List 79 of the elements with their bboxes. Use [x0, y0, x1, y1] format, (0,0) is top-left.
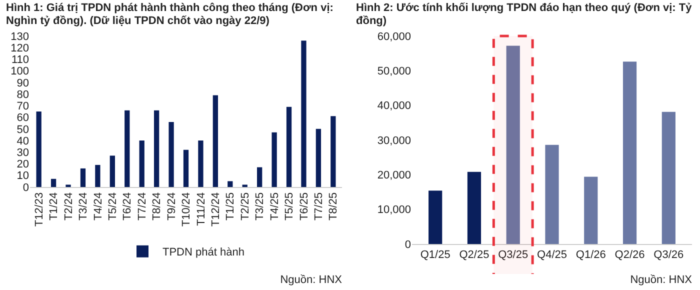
bar: [467, 172, 482, 244]
x-tick-label: T4/24: [92, 192, 104, 221]
bar: [286, 106, 292, 187]
bar: [183, 150, 189, 187]
x-tick-label: T3/24: [78, 192, 90, 221]
y-tick-label: 50: [16, 124, 29, 136]
bar: [545, 144, 559, 244]
y-tick-label: 10: [16, 170, 29, 182]
y-tick-label: 40,000: [377, 100, 411, 112]
y-tick-label: 80: [16, 88, 29, 101]
bar: [198, 140, 204, 187]
bar: [228, 181, 233, 187]
bar: [36, 112, 42, 187]
x-tick-label: T1/24: [48, 192, 60, 221]
bar: [139, 140, 144, 187]
bar: [272, 132, 277, 187]
x-tick-label: T6/24: [122, 192, 134, 221]
x-tick-label: Q1/26: [576, 249, 606, 262]
y-tick-label: 120: [10, 42, 29, 54]
y-tick-label: 130: [10, 30, 29, 43]
x-tick-label: Q3/25: [498, 249, 528, 262]
x-tick-label: T1/25: [224, 192, 237, 221]
bar: [316, 128, 322, 187]
x-tick-label: T8/25: [328, 192, 340, 221]
y-tick-label: 60,000: [377, 30, 411, 43]
text: Nguồn: HNX: [279, 274, 342, 286]
bar: [622, 62, 637, 244]
x-tick-label: Q2/25: [459, 249, 490, 262]
x-tick-label: T4/25: [268, 192, 281, 221]
bar: [154, 110, 160, 187]
bar: [330, 116, 336, 187]
bar: [95, 164, 100, 187]
x-tick-label: T12/23: [33, 192, 46, 227]
x-tick-label: T7/25: [313, 192, 326, 221]
chart-title: Hình 2: Ước tính khối lượng TPDN đáo hạn theo quý (Đơn vị: Tỷ đồng): [355, 1, 693, 28]
bar: [168, 122, 174, 187]
y-tick-label: 20: [16, 158, 29, 171]
x-tick-label: T11/24: [195, 192, 208, 226]
x-tick-label: T10/24: [180, 192, 193, 227]
bar: [50, 178, 56, 187]
x-tick-label: T3/25: [254, 192, 266, 221]
y-tick-label: 70: [16, 100, 29, 113]
legend-label: TPDN phát hành: [162, 246, 244, 259]
y-tick-label: 40: [16, 135, 29, 148]
x-tick-label: T5/25: [284, 192, 296, 221]
text: Nguồn: HNX: [629, 274, 692, 286]
y-tick-label: 90: [16, 77, 29, 90]
y-tick-label: 60: [16, 112, 29, 124]
bar: [80, 168, 86, 187]
chart-title: Hình 1: Giá trị TPDN phát hành thành công theo tháng (Đơn vị: Nghìn tỷ đồng). (Dữ liệu TPDN chốt vào ngày 22/9): [5, 1, 334, 28]
bar: [301, 40, 306, 187]
bar: [257, 167, 262, 187]
y-tick-label: 50,000: [377, 66, 411, 78]
x-tick-label: T8/24: [151, 192, 164, 221]
bar: [428, 190, 442, 244]
y-tick-label: 0: [22, 182, 29, 194]
x-tick-label: Q4/25: [537, 249, 567, 262]
x-tick-label: T9/24: [166, 192, 178, 221]
bar: [584, 176, 598, 244]
y-tick-label: 100: [10, 66, 29, 78]
y-tick-label: 20,000: [377, 170, 411, 182]
x-tick-label: Q2/26: [614, 249, 645, 262]
x-tick-label: T2/24: [62, 192, 75, 221]
y-tick-label: 10,000: [377, 204, 411, 216]
bar: [212, 95, 218, 187]
x-tick-label: Q3/26: [654, 249, 684, 262]
bar: [124, 110, 130, 187]
y-tick-label: 30,000: [377, 134, 411, 147]
y-tick-label: 110: [11, 54, 29, 66]
bar: [110, 156, 115, 187]
x-tick-label: T6/25: [298, 192, 310, 221]
x-tick-label: Q1/25: [420, 249, 450, 262]
x-tick-label: T2/25: [239, 192, 252, 221]
x-tick-label: T7/24: [136, 192, 148, 221]
y-tick-label: 30: [16, 147, 29, 159]
bar: [662, 112, 676, 244]
x-tick-label: T5/24: [106, 192, 119, 221]
x-tick-label: T12/24: [210, 192, 222, 227]
y-tick-label: 0: [404, 238, 411, 251]
